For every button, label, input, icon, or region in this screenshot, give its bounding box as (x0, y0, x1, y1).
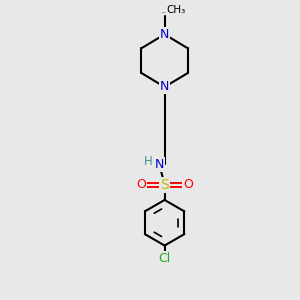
Text: methyl: methyl (162, 11, 167, 13)
Text: N: N (155, 158, 164, 171)
Text: S: S (160, 178, 169, 192)
Text: Cl: Cl (158, 252, 171, 265)
Text: N: N (160, 80, 169, 93)
Text: O: O (136, 178, 146, 191)
Text: H: H (144, 155, 153, 168)
Text: O: O (183, 178, 193, 191)
Text: CH₃: CH₃ (166, 5, 185, 15)
Text: N: N (160, 28, 169, 41)
